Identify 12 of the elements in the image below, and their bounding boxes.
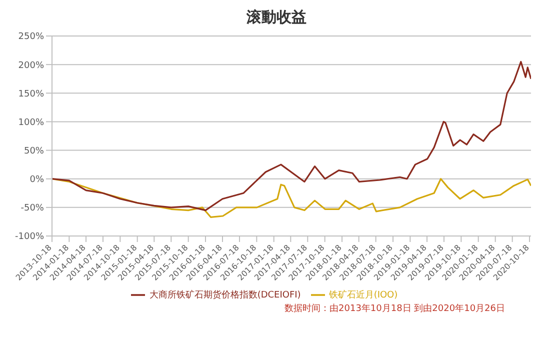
y-tick-label: 0% — [30, 175, 44, 186]
y-tick-label: 100% — [18, 118, 44, 128]
y-tick-label: 50% — [24, 146, 44, 156]
y-tick-label: -50% — [20, 204, 44, 214]
chart-title: 滚動收益 — [246, 8, 308, 28]
y-tick-label: -100% — [15, 232, 44, 242]
legend-label: 大商所铁矿石期货价格指数(DCEIOFI) — [149, 290, 301, 300]
y-tick-label: 200% — [18, 60, 44, 71]
y-tick-label: 250% — [18, 32, 44, 42]
text: 数据时间：由2013年10月18日 到由2020年10月26日 — [284, 302, 506, 315]
legend-label: 铁矿石近月(IOO) — [328, 290, 398, 300]
y-tick-label: 150% — [18, 89, 44, 100]
